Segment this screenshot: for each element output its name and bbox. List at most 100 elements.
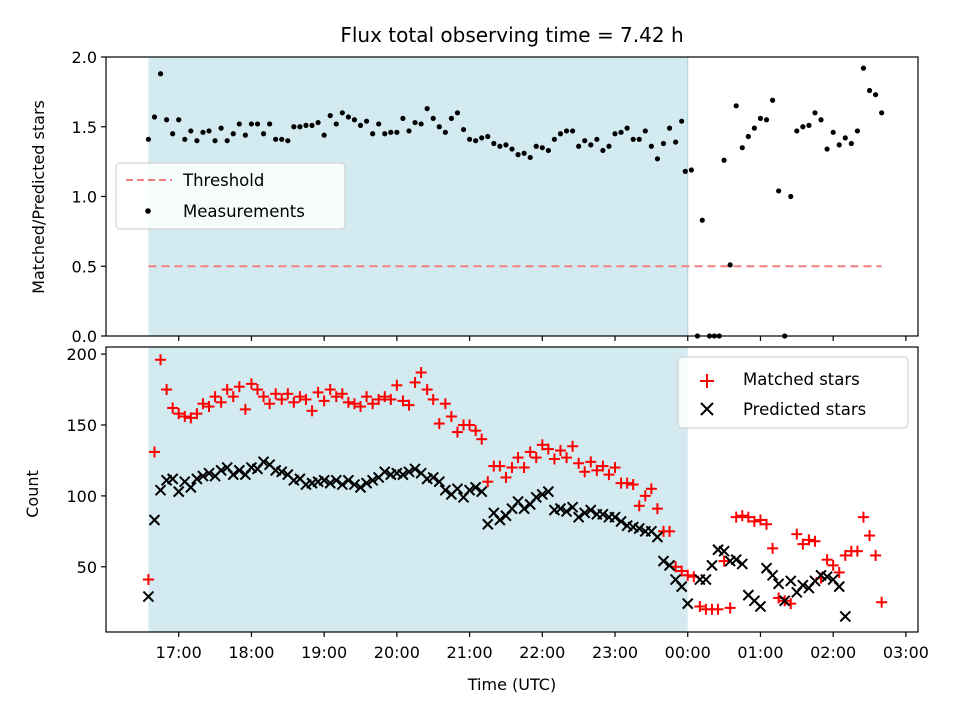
measurement-point [254,121,261,127]
matched-star-point [324,384,336,396]
legend-threshold-label: Threshold [182,171,264,190]
matched-star-point [591,464,603,476]
measurement-point [679,118,685,124]
bottom-y-axis-label: Count [23,470,42,518]
measurement-point [854,128,861,134]
measurement-point [751,125,757,131]
predicted-star-point [318,474,330,486]
matched-star-point [312,386,324,398]
x-tick-label: 02:00 [810,643,856,662]
matched-star-point [173,408,185,420]
matched-star-point [464,419,476,431]
matched-star-point [342,396,354,408]
measurement-point [357,122,364,128]
matched-star-point [803,534,815,546]
matched-star-point [827,559,839,571]
predicted-star-point [403,466,415,478]
bottom-y-tick-label: 100 [66,487,97,506]
measurement-point [418,121,424,127]
predicted-star-point [833,580,845,593]
top-legend: Threshold Measurements [115,162,346,230]
legend-predicted-swatch [700,402,714,416]
matched-star-point [736,510,748,522]
predicted-star-point [360,477,373,489]
measurement-point [436,124,442,130]
matched-star-point [276,393,288,405]
predicted-star-point [173,485,185,498]
matched-star-point [718,555,730,567]
predicted-star-point [336,478,349,491]
matched-star-point [627,479,639,491]
measurement-point [382,131,388,137]
measurement-point [163,117,170,123]
matched-star-point [561,452,573,464]
measurement-point [642,128,648,134]
measurement-point [688,167,694,173]
measurement-point [582,138,588,144]
measurement-point [448,115,455,121]
matched-star-point [373,393,385,405]
measurement-point [400,115,406,121]
measurement-point [424,106,430,112]
measurement-point [660,140,667,147]
measurement-point [551,136,558,142]
measurement-point [612,131,618,137]
measurement-point [594,136,600,142]
measurement-point [824,146,830,152]
predicted-star-point [657,555,670,567]
predicted-star-point [469,481,482,494]
measurement-point [212,138,218,144]
matched-star-point [415,367,427,379]
measurement-point [776,188,782,194]
top-legend-box [115,162,346,230]
matched-star-point [524,446,536,458]
matched-star-point [603,469,615,481]
measurement-point [563,128,570,134]
measurement-point [503,142,509,148]
matched-star-point [476,433,488,445]
matched-star-point [179,410,191,422]
x-tick-label: 17:00 [156,643,202,662]
matched-star-point [403,399,415,411]
x-tick-label: 19:00 [301,643,347,662]
legend-predicted-label: Predicted stars [743,400,866,419]
matched-star-point [318,395,330,407]
matched-star-point [548,453,560,465]
predicted-star-point [730,553,742,566]
predicted-star-point [700,573,712,586]
matched-star-point [221,384,233,396]
predicted-star-point [566,501,579,513]
matched-star-point [197,398,209,410]
matched-star-point [427,393,439,405]
matched-star-point [748,515,760,527]
matched-star-point [155,354,167,366]
top-panel: 0.00.51.01.52.0 Matched/Predicted stars … [29,48,919,346]
legend-measurements-label: Measurements [183,202,305,221]
predicted-star-point [536,488,549,501]
predicted-star-point [718,545,730,557]
measurement-point [170,131,176,137]
measurement-point [842,135,848,141]
measurement-point [454,110,461,116]
matched-star-point [294,391,306,403]
measurement-point [236,121,242,127]
matched-star-point [694,600,706,612]
predicted-star-point [451,483,464,495]
predicted-star-point [276,466,288,478]
top-y-tick-label: 1.0 [72,188,97,207]
bottom-y-tick-label: 200 [66,345,97,364]
bottom-legend-box [677,356,909,429]
measurement-point [848,140,854,147]
predicted-star-point [651,531,664,543]
x-tick-label: 22:00 [519,643,565,662]
matched-star-point [870,549,882,561]
measurement-point [248,121,255,127]
measurement-point [666,125,673,131]
matched-star-point [185,412,197,424]
matched-star-point [300,393,312,405]
measurement-point [230,131,236,137]
matched-star-point [167,402,179,414]
predicted-star-point [324,477,336,489]
legend-matched-swatch [700,374,714,388]
bottom-y-tick-label: 50 [77,558,97,577]
